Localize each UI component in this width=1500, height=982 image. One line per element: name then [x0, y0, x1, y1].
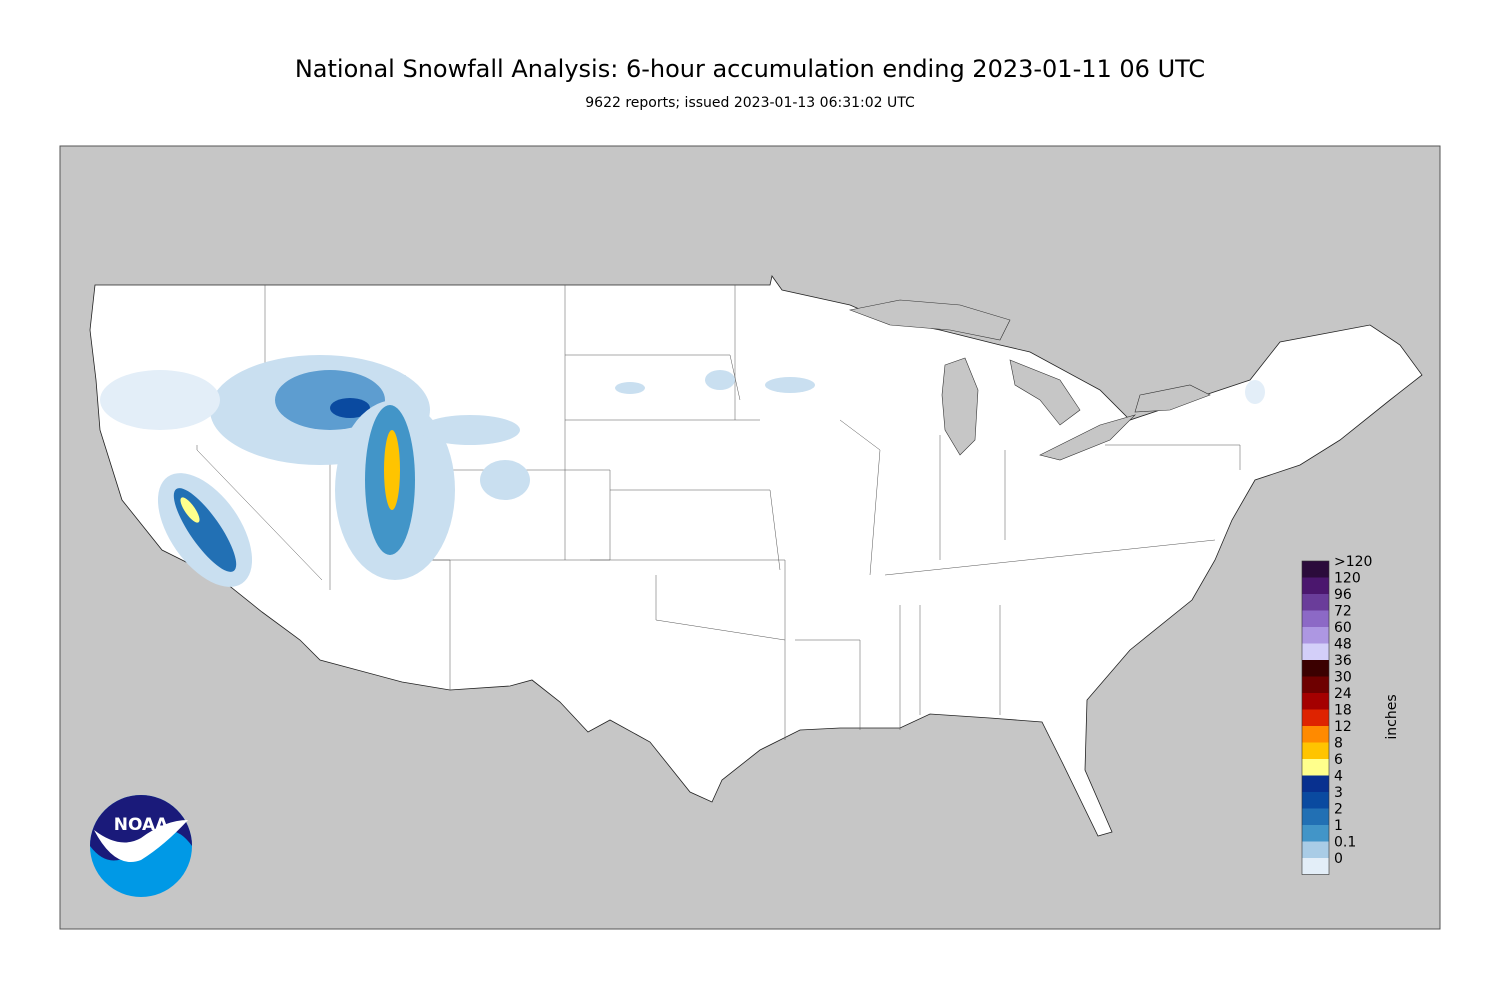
colorbar-box: [1302, 660, 1329, 677]
colorbar-box: [1302, 808, 1329, 825]
colorbar-box: [1302, 693, 1329, 710]
colorbar-box: [1302, 841, 1329, 858]
colorbar-box: [1302, 627, 1329, 644]
colorbar-label: 6: [1334, 752, 1343, 768]
map: [59, 145, 1441, 930]
colorbar-label: 18: [1334, 703, 1352, 719]
colorbar-unit: inches: [1384, 694, 1400, 739]
colorbar-label: 4: [1334, 769, 1343, 785]
colorbar-label: 60: [1334, 620, 1352, 636]
colorbar-label: 0: [1334, 851, 1343, 867]
colorbar-box: [1302, 858, 1329, 875]
colorbar-label: 24: [1334, 686, 1352, 702]
great-lakes: [848, 299, 1211, 461]
colorbar-label: 8: [1334, 736, 1343, 752]
colorbar-box: [1302, 610, 1329, 627]
colorbar-label: 36: [1334, 653, 1352, 669]
colorbar-box: [1302, 594, 1329, 611]
colorbar-label: 72: [1334, 604, 1352, 620]
colorbar-label: 2: [1334, 802, 1343, 818]
colorbar-label: 12: [1334, 719, 1352, 735]
colorbar-label: 30: [1334, 670, 1352, 686]
colorbar-box: [1302, 561, 1329, 578]
colorbar-label: 120: [1334, 571, 1361, 587]
colorbar-box: [1302, 792, 1329, 809]
colorbar-box: [1302, 577, 1329, 594]
colorbar-label: 48: [1334, 637, 1352, 653]
colorbar-box: [1302, 742, 1329, 759]
logo-text: NOAA: [114, 815, 169, 835]
snowfall-shading: [100, 355, 1265, 587]
colorbar-box: [1302, 676, 1329, 693]
colorbar-box: [1302, 775, 1329, 792]
colorbar-box: [1302, 759, 1329, 776]
colorbar-label: >120: [1334, 554, 1372, 570]
colorbar-label: 1: [1334, 818, 1343, 834]
colorbar-box: [1302, 726, 1329, 743]
colorbar-label: 0.1: [1334, 835, 1356, 851]
colorbar-label: 3: [1334, 785, 1343, 801]
colorbar-box: [1302, 643, 1329, 660]
title: National Snowfall Analysis: 6-hour accum…: [295, 55, 1205, 83]
noaa-logo: NOAA: [90, 795, 192, 897]
colorbar-label: 96: [1334, 587, 1352, 603]
colorbar-box: [1302, 709, 1329, 726]
subtitle: 9622 reports; issued 2023-01-13 06:31:02…: [585, 95, 915, 111]
colorbar-box: [1302, 825, 1329, 842]
colorbar-frame: [1301, 560, 1330, 875]
